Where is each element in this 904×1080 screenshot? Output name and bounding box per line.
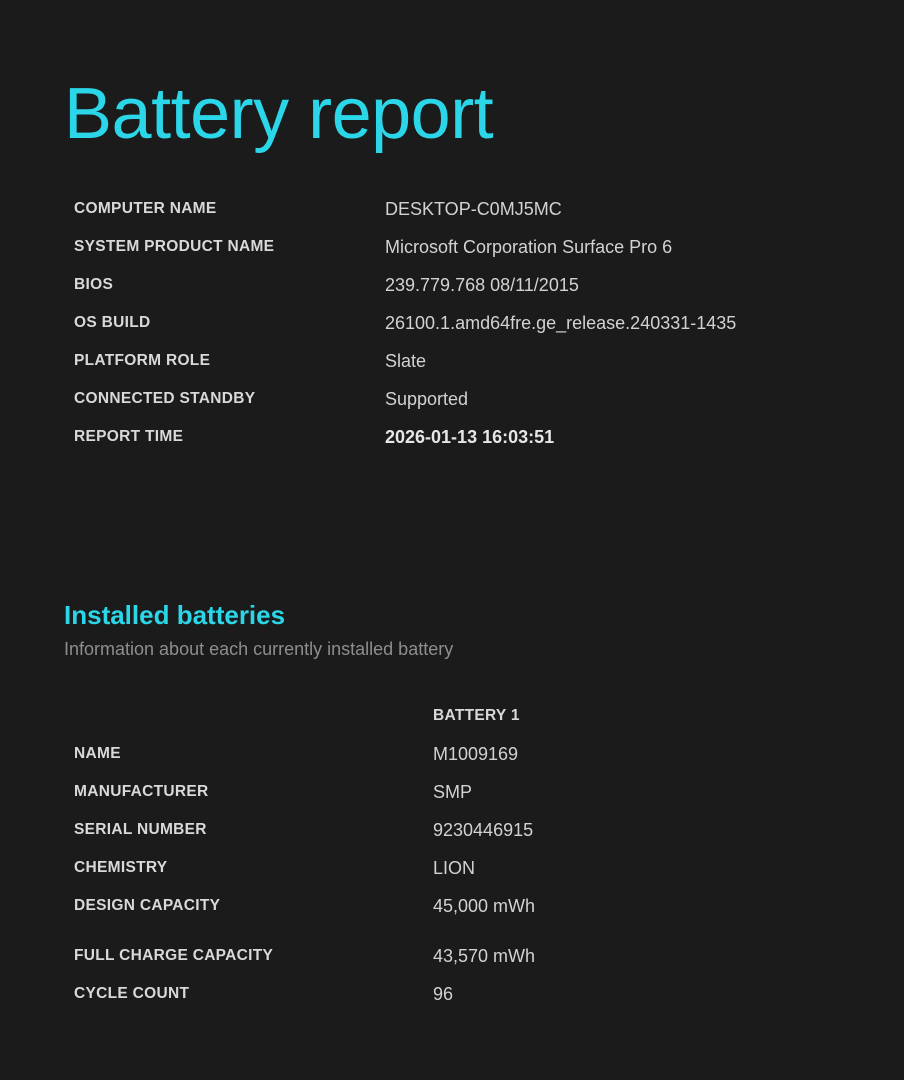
system-info-label: PLATFORM ROLE bbox=[74, 352, 211, 369]
system-info-value: Supported bbox=[385, 389, 469, 409]
system-info-label: COMPUTER NAME bbox=[74, 200, 217, 217]
page-title: Battery report bbox=[64, 74, 494, 155]
battery-info-value: 96 bbox=[433, 984, 454, 1004]
table-row: NAME M1009169 bbox=[74, 735, 864, 773]
installed-batteries-table-body: BATTERY 1 NAME M1009169 MANUFACTURER SMP… bbox=[74, 697, 864, 1013]
table-header-row: BATTERY 1 bbox=[74, 697, 864, 735]
table-row: SERIAL NUMBER 9230446915 bbox=[74, 811, 864, 849]
spacer-cell bbox=[74, 925, 433, 937]
battery-info-label: NAME bbox=[74, 745, 121, 762]
table-row: COMPUTER NAME DESKTOP-C0MJ5MC bbox=[74, 190, 864, 228]
installed-batteries-table: BATTERY 1 NAME M1009169 MANUFACTURER SMP… bbox=[74, 697, 864, 1013]
table-row: SYSTEM PRODUCT NAME Microsoft Corporatio… bbox=[74, 228, 864, 266]
battery-info-value: M1009169 bbox=[433, 744, 519, 764]
system-info-label: OS BUILD bbox=[74, 314, 151, 331]
table-row: CONNECTED STANDBY Supported bbox=[74, 380, 864, 418]
table-row: CHEMISTRY LION bbox=[74, 849, 864, 887]
battery-info-label: CHEMISTRY bbox=[74, 859, 168, 876]
battery-info-label: FULL CHARGE CAPACITY bbox=[74, 947, 274, 964]
report-time-value: 2026-01-13 16:03:51 bbox=[385, 427, 555, 447]
table-row: OS BUILD 26100.1.amd64fre.ge_release.240… bbox=[74, 304, 864, 342]
system-info-value: 239.779.768 08/11/2015 bbox=[385, 275, 579, 295]
table-row: CYCLE COUNT 96 bbox=[74, 975, 864, 1013]
system-info-label: REPORT TIME bbox=[74, 428, 184, 445]
battery-info-value: 43,570 mWh bbox=[433, 946, 536, 966]
battery-column-header: BATTERY 1 bbox=[433, 707, 520, 724]
system-info-label: CONNECTED STANDBY bbox=[74, 390, 256, 407]
section-subheading: Information about each currently install… bbox=[64, 639, 454, 659]
table-row: DESIGN CAPACITY 45,000 mWh bbox=[74, 887, 864, 925]
installed-batteries-section: Installed batteries Information about ea… bbox=[64, 598, 864, 664]
battery-info-label: MANUFACTURER bbox=[74, 783, 209, 800]
system-info-table-body: COMPUTER NAME DESKTOP-C0MJ5MC SYSTEM PRO… bbox=[74, 190, 864, 456]
system-info-label: BIOS bbox=[74, 276, 114, 293]
system-info-label: SYSTEM PRODUCT NAME bbox=[74, 238, 275, 255]
system-info-value: 26100.1.amd64fre.ge_release.240331-1435 bbox=[385, 313, 737, 333]
system-info-value: DESKTOP-C0MJ5MC bbox=[385, 199, 562, 219]
section-heading: Installed batteries bbox=[64, 600, 286, 630]
table-row-spacer bbox=[74, 925, 864, 937]
table-row: REPORT TIME 2026-01-13 16:03:51 bbox=[74, 418, 864, 456]
battery-info-label: CYCLE COUNT bbox=[74, 985, 190, 1002]
battery-info-value: LION bbox=[433, 858, 476, 878]
system-info-value: Microsoft Corporation Surface Pro 6 bbox=[385, 237, 673, 257]
system-info-value: Slate bbox=[385, 351, 427, 371]
battery-info-value: 45,000 mWh bbox=[433, 896, 536, 916]
table-row: MANUFACTURER SMP bbox=[74, 773, 864, 811]
table-row: FULL CHARGE CAPACITY 43,570 mWh bbox=[74, 937, 864, 975]
table-row: BIOS 239.779.768 08/11/2015 bbox=[74, 266, 864, 304]
battery-info-label: SERIAL NUMBER bbox=[74, 821, 207, 838]
spacer-cell bbox=[433, 925, 864, 937]
battery-info-value: SMP bbox=[433, 782, 473, 802]
battery-header-spacer bbox=[74, 697, 433, 735]
battery-info-value: 9230446915 bbox=[433, 820, 534, 840]
battery-info-label: DESIGN CAPACITY bbox=[74, 897, 221, 914]
system-info-table: COMPUTER NAME DESKTOP-C0MJ5MC SYSTEM PRO… bbox=[74, 190, 864, 456]
table-row: PLATFORM ROLE Slate bbox=[74, 342, 864, 380]
